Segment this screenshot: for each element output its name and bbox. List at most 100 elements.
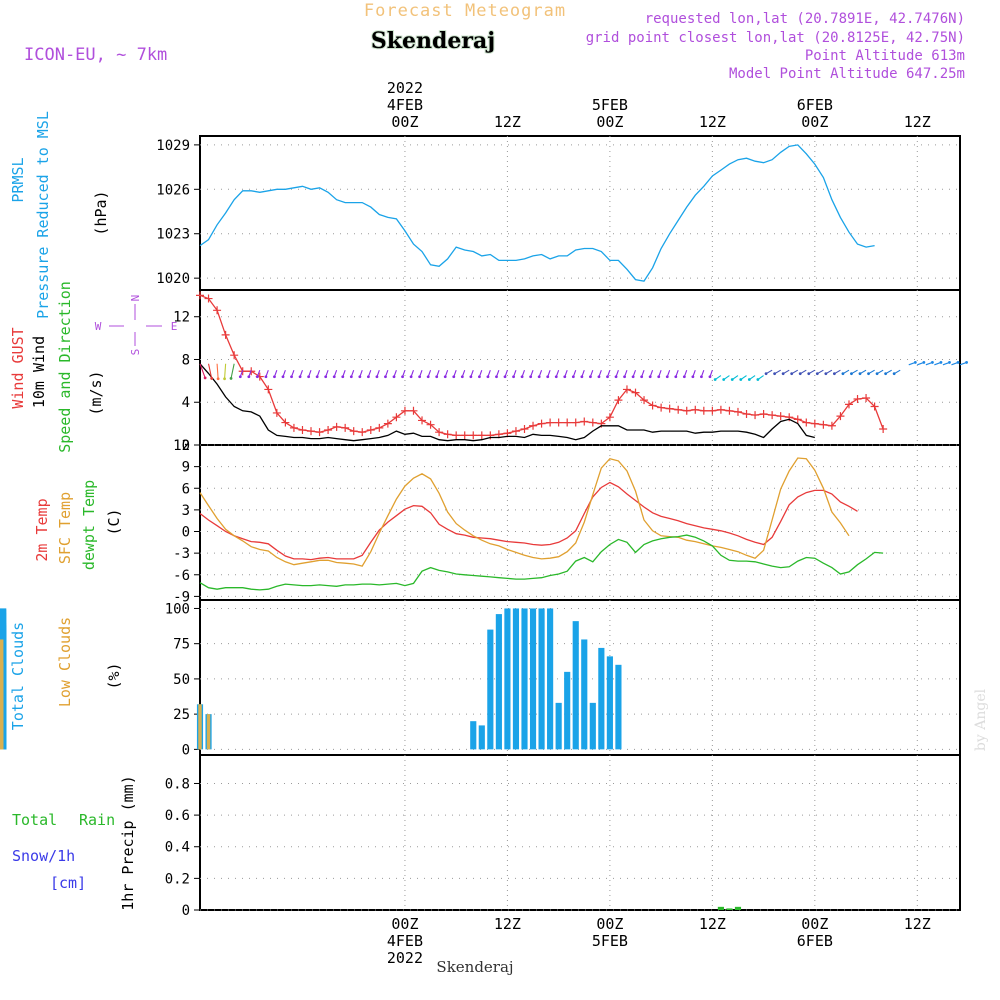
wind-arrow-head [730,378,734,381]
wind-arrow-head [290,375,293,379]
clouds-bar [495,614,502,750]
precip-label-cm: [cm] [50,874,86,892]
gust-marker [418,416,427,425]
wind-label-dir: Speed and Direction [56,281,74,453]
compass-w: W [95,320,102,333]
wind-arrow-head [273,375,276,379]
wind-arrow-head [307,375,311,379]
precip-tick-label: 0.6 [165,808,190,824]
clouds-bar [564,671,571,750]
time-label: 2022 [387,949,423,967]
gust-marker [554,418,563,427]
temp-tick-label: 6 [182,481,190,497]
wind-arrow-head [931,361,934,364]
gust-marker [392,413,401,422]
grid-point-coords: grid point closest lon,lat (20.8125E, 42… [586,30,965,46]
pressure-panel: 1020 1023 1026 1029 [156,135,961,291]
wind-arrow-head [807,372,811,376]
clouds-bar [606,656,613,750]
wind-arrow-head [255,375,259,379]
wind-arrow-head [435,375,439,379]
wind-arrow-head [756,378,760,381]
gust-marker [588,418,597,427]
gust-marker [674,405,683,414]
wind-arrow-head [657,375,661,379]
gust-marker [452,431,461,440]
wind-arrow-head [674,375,678,379]
gust-marker [460,431,469,440]
gust-marker [853,395,862,404]
wind-arrow-head [841,372,845,376]
wind-arrow-head [537,375,541,379]
time-label: 5FEB [592,96,628,114]
wind-arrow-head [597,375,601,379]
wind-arrow-head [324,375,328,379]
gust-marker [648,401,657,410]
gust-marker [844,400,853,409]
gust-marker [614,396,623,405]
wind-arrow-head [850,372,853,376]
wind-arrow-head [341,375,345,379]
wind-arrow-head [747,378,751,381]
time-label: 12Z [699,915,726,933]
pressure-tick-label: 1026 [156,182,190,198]
wind-arrow-head [409,375,413,379]
precip-tick-label: 0 [182,903,190,919]
precip-panel: 0 0.2 0.4 0.6 0.8 [165,754,961,919]
clouds-tick-label: 75 [173,637,190,653]
time-label: 12Z [494,915,521,933]
gust-marker [665,404,674,413]
location-title: Skenderaj [371,28,495,54]
clouds-tick-label: 100 [165,601,190,617]
compass-e: E [171,320,178,333]
precip-tick-label: 0.8 [165,776,190,792]
gust-marker [631,388,640,397]
wind-arrow-head [426,375,430,379]
gust-marker [264,385,273,394]
wind-direction-arrow [230,363,235,379]
time-label: 4FEB [387,96,423,114]
gust-marker [332,422,341,431]
gust-marker [307,427,316,436]
time-label: 2022 [387,79,423,97]
wind-arrow-head [892,372,896,376]
gust-marker [699,406,708,415]
pressure-tick-label: 1023 [156,227,190,243]
pressure-frame [199,135,961,291]
wind-arrow-head [965,361,968,364]
gust-marker [546,418,555,427]
gust-marker [802,418,811,427]
wind-arrow-head [529,375,533,379]
wind-arrow-head [798,372,802,376]
temp-tick-label: 9 [182,460,190,476]
wind-arrow-head [401,375,404,379]
temp-label-unit: (C) [105,508,123,535]
gust-marker [366,426,375,435]
temp-label-2m: 2m Temp [33,498,51,561]
gust-marker [469,431,478,440]
gust-marker [375,423,384,432]
wind-arrow-head [478,375,481,379]
wind-arrow-head [216,377,220,381]
gust-marker [204,294,213,303]
wind-label-unit: (m/s) [87,370,105,415]
wind-arrow-head [512,375,515,379]
wind-arrow-head [832,372,836,376]
clouds-bar [478,725,485,750]
wind-arrow-head [631,375,635,379]
gust-marker [520,424,529,433]
precip-tick-label: 0.2 [165,871,190,887]
gust-marker [298,426,307,435]
wind-arrow-head [229,377,233,380]
compass-s: S [129,349,142,356]
wind-arrow-head [606,375,609,379]
gust-marker [435,428,444,437]
wind-arrow-head [443,375,447,379]
wind-arrow-head [956,361,960,364]
wind-arrow-head [781,372,785,376]
precip-frame [199,754,961,911]
wind-arrow-head [682,375,686,379]
gust-marker [571,418,580,427]
gust-marker [426,420,435,429]
clouds-bar [529,608,537,750]
